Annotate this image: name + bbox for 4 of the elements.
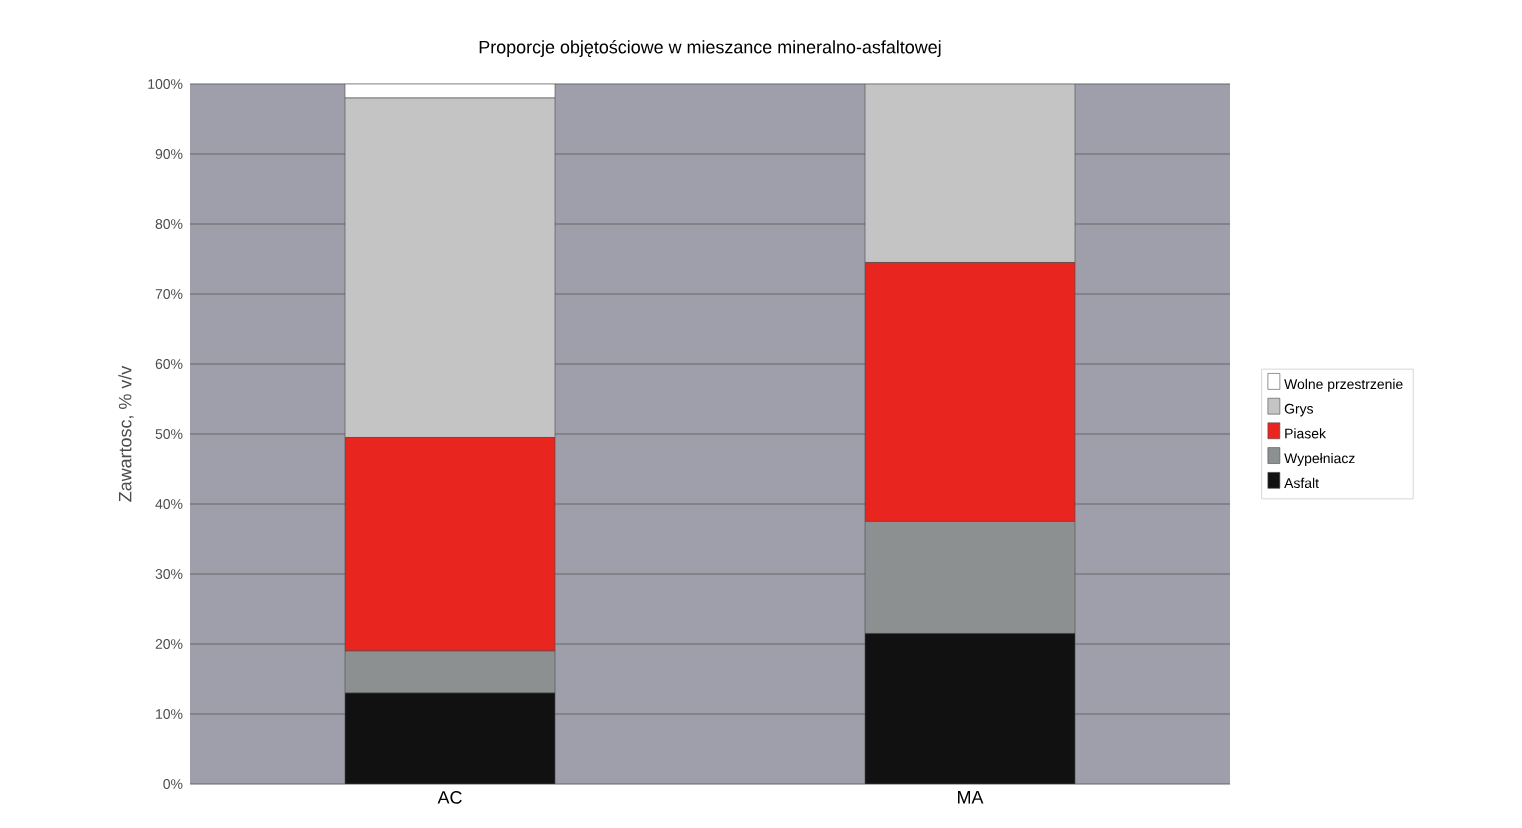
chart-title: Proporcje objętościowe w mieszance mineralno-asfaltowej [479,40,941,58]
x-tick-label: AC [437,791,462,804]
y-axis-title: Zawartosc, % v/v [118,365,134,502]
x-tick-label: MA [958,791,984,804]
